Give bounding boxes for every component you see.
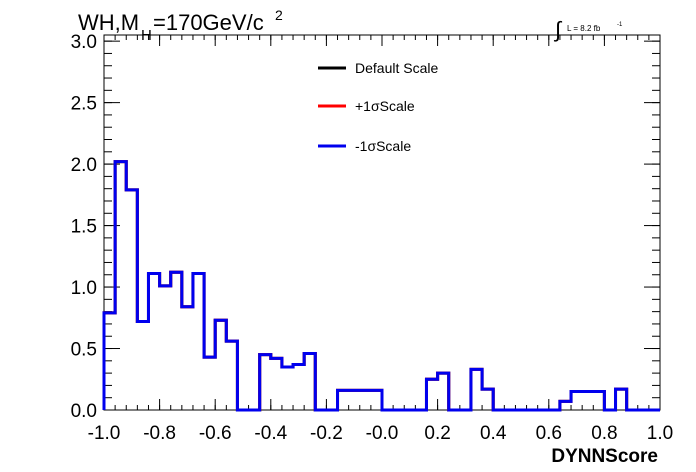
x-tick-label: -1.0 — [88, 423, 121, 444]
lumi-text: L = 8.2 fb — [567, 24, 601, 33]
title-rest: =170GeV/c — [153, 10, 264, 35]
title-superscript: 2 — [275, 7, 283, 23]
y-tick-label: 0.0 — [71, 401, 97, 422]
x-tick-label: -0.8 — [143, 423, 176, 444]
y-tick-label: 1.0 — [71, 278, 97, 299]
x-tick-label: -0.2 — [310, 423, 343, 444]
x-tick-label: 0.4 — [480, 423, 507, 444]
integral-symbol: ∫ — [553, 17, 563, 42]
y-tick-label: 3.0 — [71, 32, 97, 53]
legend: Default Scale +1σScale -1σScale — [318, 60, 438, 154]
y-tick-label: 2.5 — [71, 94, 97, 115]
series-line-1 — [102, 160, 660, 412]
y-axis: 0.0 0.5 1.0 1.5 2.0 2.5 3.0 — [71, 32, 660, 422]
x-axis: -1.0 -0.8 -0.6 -0.4 -0.2 -0.0 0.2 0.4 0.6 0.8 1.0 — [88, 35, 673, 444]
legend-label: Default Scale — [355, 60, 438, 76]
series-layer — [102, 160, 660, 412]
chart-title: WH,M H =170GeV/c 2 — [78, 7, 283, 44]
x-tick-label: 0.6 — [536, 423, 562, 444]
legend-label: +1σScale — [355, 98, 415, 114]
series-line-0 — [102, 160, 660, 412]
luminosity-label: ∫ L = 8.2 fb -1 — [553, 17, 623, 42]
legend-label: -1σScale — [355, 138, 411, 154]
x-tick-label: -0.0 — [366, 423, 399, 444]
x-tick-label: 0.2 — [424, 423, 450, 444]
y-tick-label: 0.5 — [71, 340, 97, 361]
title-main: WH,M — [78, 10, 139, 35]
y-tick-label: 2.0 — [71, 155, 97, 176]
x-tick-label: 0.8 — [591, 423, 617, 444]
plot-frame — [103, 34, 661, 411]
x-tick-label: 1.0 — [647, 423, 673, 444]
x-tick-label: -0.6 — [199, 423, 232, 444]
x-tick-label: -0.4 — [254, 423, 287, 444]
series-line-2 — [102, 160, 660, 412]
y-tick-label: 1.5 — [71, 217, 97, 238]
lumi-superscript: -1 — [617, 22, 623, 28]
x-axis-title: DYNNScore — [551, 446, 658, 467]
